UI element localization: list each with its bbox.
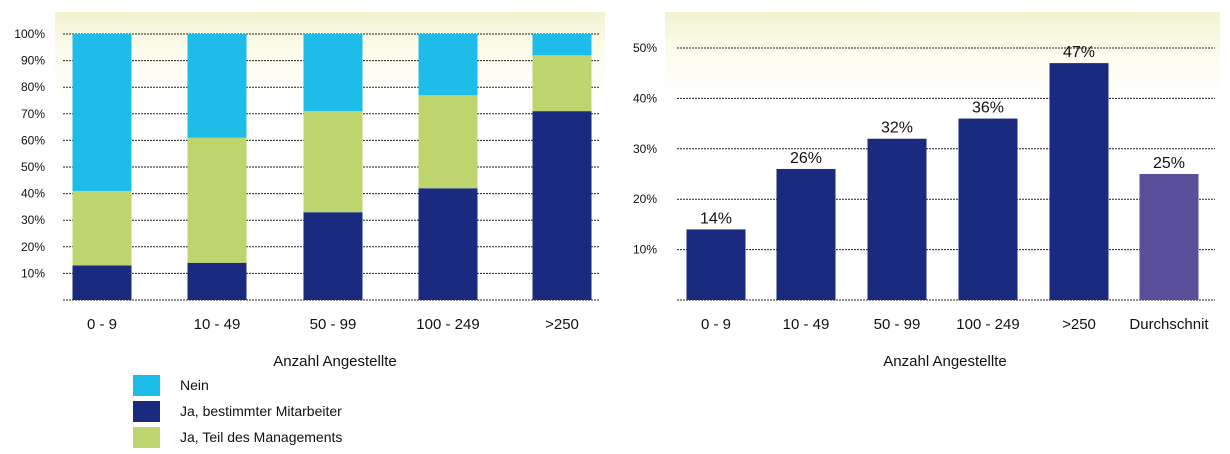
y-tick-label: 20%: [21, 240, 45, 254]
x-axis-title: Anzahl Angestellte: [273, 353, 396, 370]
gridlines: [677, 47, 1215, 301]
y-tick-label: 50%: [21, 160, 45, 174]
bar-segment: [418, 188, 478, 300]
legend-swatch: [133, 427, 160, 448]
bars: [72, 34, 592, 300]
bar-segment: [72, 34, 132, 191]
data-label: 32%: [881, 120, 913, 137]
bar-segment: [532, 55, 592, 112]
y-tick-label: 60%: [21, 133, 45, 147]
bar-chart: 10% 20% 30% 40% 50% 14% 26% 32% 36% 47% 25% 0 - 9…: [633, 12, 1220, 370]
x-category-label: 50 - 99: [874, 316, 921, 333]
bar: [1139, 174, 1199, 300]
x-category-labels: 0 - 9 10 - 49 50 - 99 100 - 249 >250 Durchsch…: [701, 316, 1209, 333]
bar-segment: [187, 34, 247, 138]
bar: [1049, 63, 1109, 301]
plot-background: [665, 12, 1220, 302]
bar-segment: [72, 190, 132, 266]
bar-segment: [532, 34, 592, 56]
bar-segment: [303, 111, 363, 213]
y-tick-label: 30%: [633, 142, 657, 156]
y-tick-label: 30%: [21, 213, 45, 227]
bar-segment: [532, 111, 592, 300]
bar-segment: [303, 34, 363, 112]
x-category-label: 0 - 9: [701, 316, 731, 333]
bars: [686, 63, 1199, 301]
y-tick-label: 10%: [633, 243, 657, 257]
x-category-label: 10 - 49: [194, 316, 241, 333]
bar: [958, 118, 1018, 300]
y-tick-labels: 10% 20% 30% 40% 50% 60% 70% 80% 90% 100%: [14, 27, 45, 280]
y-tick-label: 20%: [633, 192, 657, 206]
bar-segment: [418, 34, 478, 96]
legend: Nein Ja, bestimmter Mitarbeiter Ja, Teil d…: [133, 375, 342, 448]
bar: [686, 229, 746, 300]
data-label: 47%: [1063, 44, 1095, 61]
bar-segment: [72, 265, 132, 300]
x-axis-title: Anzahl Angestellte: [883, 353, 1006, 370]
data-label: 25%: [1153, 155, 1185, 172]
y-tick-label: 10%: [21, 266, 45, 280]
x-category-label: >250: [1062, 316, 1096, 333]
legend-label: Nein: [180, 377, 209, 393]
legend-label: Ja, bestimmter Mitarbeiter: [180, 403, 342, 419]
legend-swatch: [133, 375, 160, 396]
y-tick-label: 90%: [21, 54, 45, 68]
y-tick-label: 40%: [21, 187, 45, 201]
bar-segment: [303, 212, 363, 300]
x-category-label: 0 - 9: [87, 316, 117, 333]
y-tick-label: 100%: [14, 27, 45, 41]
bar-segment: [187, 137, 247, 263]
legend-swatch: [133, 401, 160, 422]
y-tick-label: 70%: [21, 107, 45, 121]
data-label: 14%: [700, 210, 732, 227]
data-labels: 14% 26% 32% 36% 47% 25%: [700, 44, 1185, 227]
bar-segment: [418, 95, 478, 189]
y-tick-label: 80%: [21, 80, 45, 94]
x-category-label: >250: [545, 316, 579, 333]
y-tick-label: 40%: [633, 91, 657, 105]
y-tick-labels: 10% 20% 30% 40% 50%: [633, 41, 657, 257]
bar-segment: [187, 262, 247, 300]
data-label: 36%: [972, 100, 1004, 117]
y-tick-label: 50%: [633, 41, 657, 55]
data-label: 26%: [790, 150, 822, 167]
x-category-label: 10 - 49: [783, 316, 830, 333]
legend-label: Ja, Teil des Managements: [180, 429, 342, 445]
bar: [867, 138, 927, 300]
x-category-label: Durchschnit: [1129, 316, 1209, 333]
x-category-label: 100 - 249: [956, 316, 1019, 333]
x-category-label: 100 - 249: [416, 316, 479, 333]
x-category-label: 50 - 99: [310, 316, 357, 333]
x-category-labels: 0 - 9 10 - 49 50 - 99 100 - 249 >250: [87, 316, 579, 333]
bar: [776, 168, 836, 300]
stacked-bar-chart: 10% 20% 30% 40% 50% 60% 70% 80% 90% 100% 0 - 9 10 …: [14, 12, 605, 448]
